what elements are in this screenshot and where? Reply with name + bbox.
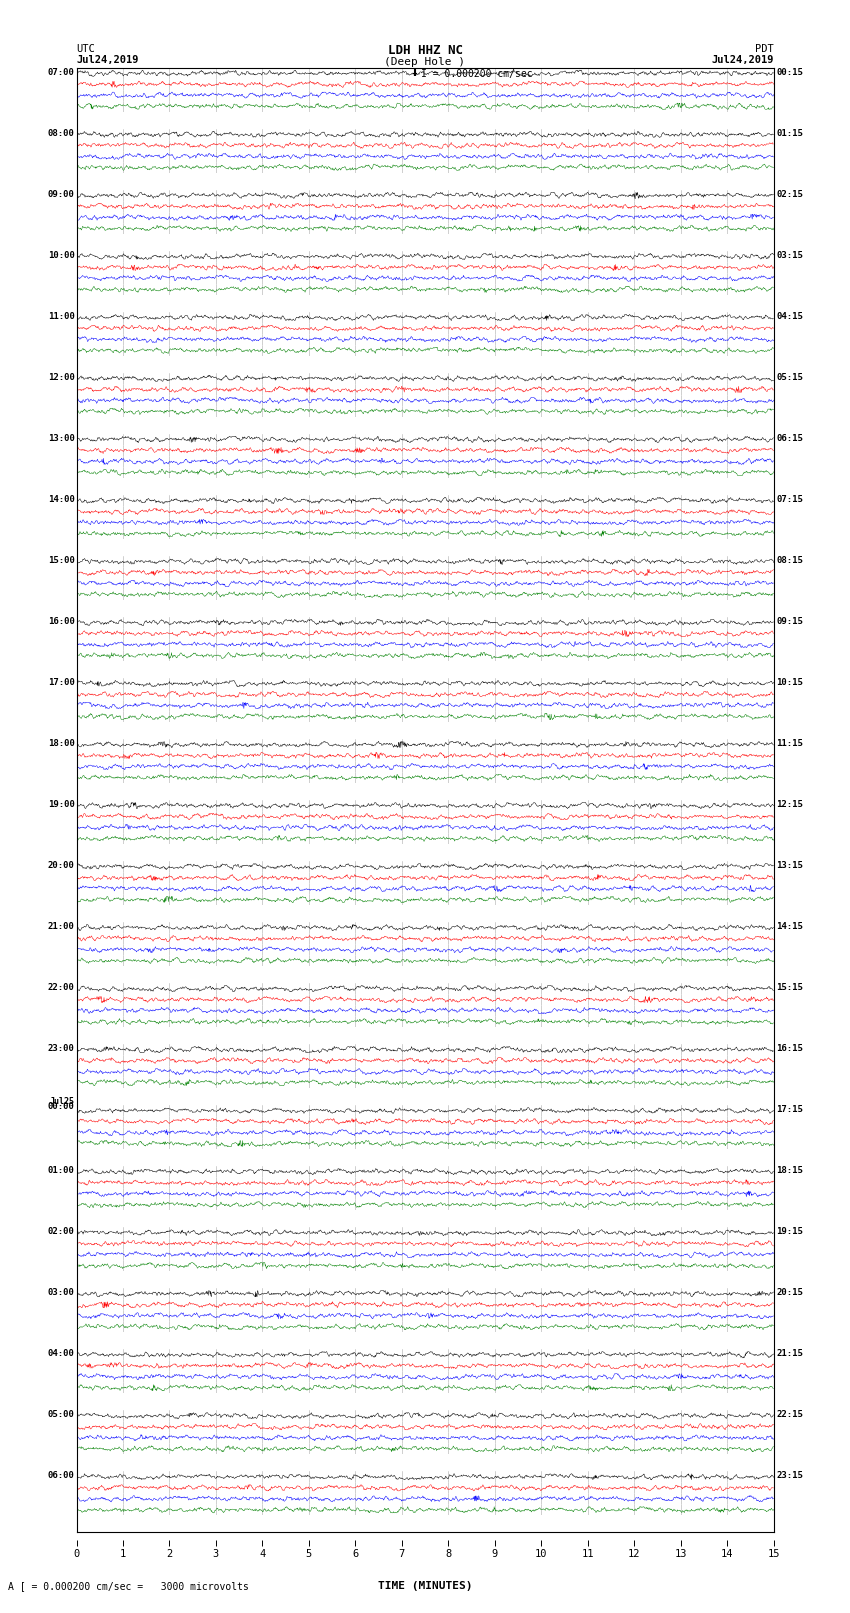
- Text: 18:00: 18:00: [48, 739, 75, 748]
- Text: (Deep Hole ): (Deep Hole ): [384, 58, 466, 68]
- Text: 23:15: 23:15: [776, 1471, 803, 1481]
- Text: I = 0.000200 cm/sec: I = 0.000200 cm/sec: [421, 69, 532, 79]
- Text: TIME (MINUTES): TIME (MINUTES): [377, 1581, 473, 1590]
- Text: Jul24,2019: Jul24,2019: [711, 55, 774, 65]
- Text: 19:15: 19:15: [776, 1227, 803, 1236]
- Text: 05:00: 05:00: [48, 1410, 75, 1419]
- Text: 10:00: 10:00: [48, 252, 75, 260]
- Text: 20:15: 20:15: [776, 1289, 803, 1297]
- Text: 22:15: 22:15: [776, 1410, 803, 1419]
- Text: 12:00: 12:00: [48, 373, 75, 382]
- Text: 11:00: 11:00: [48, 311, 75, 321]
- Text: 06:15: 06:15: [776, 434, 803, 444]
- Text: 07:00: 07:00: [48, 68, 75, 77]
- Text: 17:00: 17:00: [48, 677, 75, 687]
- Text: 15:15: 15:15: [776, 984, 803, 992]
- Text: 11:15: 11:15: [776, 739, 803, 748]
- Text: UTC: UTC: [76, 44, 95, 55]
- Text: 21:15: 21:15: [776, 1350, 803, 1358]
- Text: A [ = 0.000200 cm/sec =   3000 microvolts: A [ = 0.000200 cm/sec = 3000 microvolts: [8, 1581, 249, 1590]
- Text: PDT: PDT: [755, 44, 774, 55]
- Text: 18:15: 18:15: [776, 1166, 803, 1176]
- Text: 00:00: 00:00: [48, 1102, 75, 1111]
- Text: 05:15: 05:15: [776, 373, 803, 382]
- Text: 13:00: 13:00: [48, 434, 75, 444]
- Text: 14:15: 14:15: [776, 923, 803, 931]
- Text: 14:00: 14:00: [48, 495, 75, 503]
- Text: 13:15: 13:15: [776, 861, 803, 869]
- Text: 09:15: 09:15: [776, 618, 803, 626]
- Text: 09:00: 09:00: [48, 190, 75, 198]
- Text: 03:15: 03:15: [776, 252, 803, 260]
- Text: 19:00: 19:00: [48, 800, 75, 810]
- Text: Jul25: Jul25: [50, 1097, 75, 1107]
- Text: Jul24,2019: Jul24,2019: [76, 55, 139, 65]
- Text: 02:00: 02:00: [48, 1227, 75, 1236]
- Text: 02:15: 02:15: [776, 190, 803, 198]
- Text: 12:15: 12:15: [776, 800, 803, 810]
- Text: 21:00: 21:00: [48, 923, 75, 931]
- Text: 10:15: 10:15: [776, 677, 803, 687]
- Text: 16:00: 16:00: [48, 618, 75, 626]
- Text: 23:00: 23:00: [48, 1044, 75, 1053]
- Text: 04:15: 04:15: [776, 311, 803, 321]
- Text: 20:00: 20:00: [48, 861, 75, 869]
- Text: 08:00: 08:00: [48, 129, 75, 137]
- Text: 07:15: 07:15: [776, 495, 803, 503]
- Text: 01:15: 01:15: [776, 129, 803, 137]
- Text: 06:00: 06:00: [48, 1471, 75, 1481]
- Text: 04:00: 04:00: [48, 1350, 75, 1358]
- Text: 15:00: 15:00: [48, 556, 75, 565]
- Text: 08:15: 08:15: [776, 556, 803, 565]
- Text: 16:15: 16:15: [776, 1044, 803, 1053]
- Text: LDH HHZ NC: LDH HHZ NC: [388, 44, 462, 58]
- Text: 22:00: 22:00: [48, 984, 75, 992]
- Text: 03:00: 03:00: [48, 1289, 75, 1297]
- Text: 00:15: 00:15: [776, 68, 803, 77]
- Text: 01:00: 01:00: [48, 1166, 75, 1176]
- Text: 17:15: 17:15: [776, 1105, 803, 1115]
